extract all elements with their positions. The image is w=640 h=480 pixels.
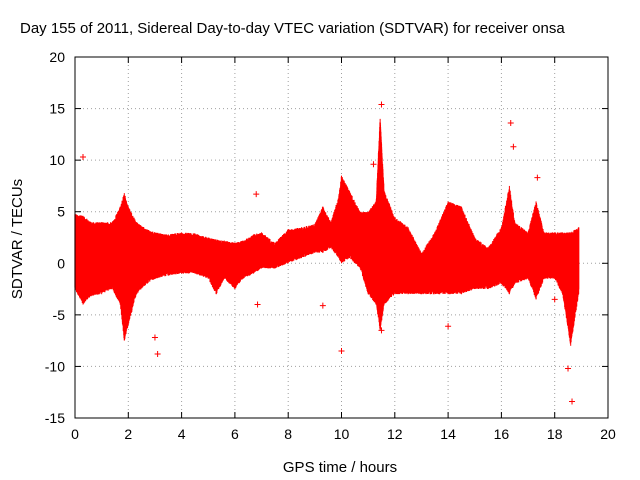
x-tick-label: 20 bbox=[600, 426, 616, 442]
data-point bbox=[569, 398, 576, 405]
x-tick-label: 10 bbox=[334, 426, 350, 442]
x-tick-label: 16 bbox=[494, 426, 510, 442]
x-tick-label: 14 bbox=[440, 426, 456, 442]
data-point bbox=[370, 161, 377, 168]
data-band bbox=[74, 122, 580, 344]
data-point bbox=[551, 296, 558, 303]
data-point bbox=[151, 334, 158, 341]
y-axis-title: SDTVAR / TECUs bbox=[9, 179, 26, 299]
x-tick-label: 2 bbox=[124, 426, 132, 442]
data-point bbox=[445, 323, 452, 330]
data-point bbox=[319, 302, 326, 309]
x-tick-label: 0 bbox=[71, 426, 79, 442]
x-tick-label: 12 bbox=[387, 426, 403, 442]
chart-title: Day 155 of 2011, Sidereal Day-to-day VTE… bbox=[20, 20, 565, 37]
data-point bbox=[79, 154, 86, 161]
data-point bbox=[565, 365, 572, 372]
y-tick-label: -5 bbox=[53, 307, 66, 323]
y-tick-label: 5 bbox=[57, 204, 65, 220]
x-axis-title: GPS time / hours bbox=[283, 459, 397, 476]
data-point bbox=[253, 191, 260, 198]
x-tick-label: 8 bbox=[284, 426, 292, 442]
data-point bbox=[534, 174, 541, 181]
data-point bbox=[510, 143, 517, 150]
data-point bbox=[338, 347, 345, 354]
y-tick-label: 0 bbox=[57, 255, 65, 271]
x-tick-label: 18 bbox=[547, 426, 563, 442]
plot-area: 0 2 4 6 8 10 12 14 16 18 20 -15 -10 -5 0 5 10 15 20 bbox=[45, 49, 616, 442]
y-tick-label: 15 bbox=[49, 101, 65, 117]
data-point bbox=[507, 120, 514, 127]
y-tick-label: -10 bbox=[45, 358, 65, 374]
data-point bbox=[254, 301, 261, 308]
data-point bbox=[378, 327, 385, 334]
y-tick-label: 20 bbox=[49, 49, 65, 65]
data-point bbox=[378, 101, 385, 108]
x-tick-label: 6 bbox=[231, 426, 239, 442]
x-tick-label: 4 bbox=[178, 426, 186, 442]
y-tick-label: 10 bbox=[49, 152, 65, 168]
data-point bbox=[154, 351, 161, 358]
plot-border bbox=[74, 56, 609, 419]
y-tick-label: -15 bbox=[45, 410, 65, 426]
